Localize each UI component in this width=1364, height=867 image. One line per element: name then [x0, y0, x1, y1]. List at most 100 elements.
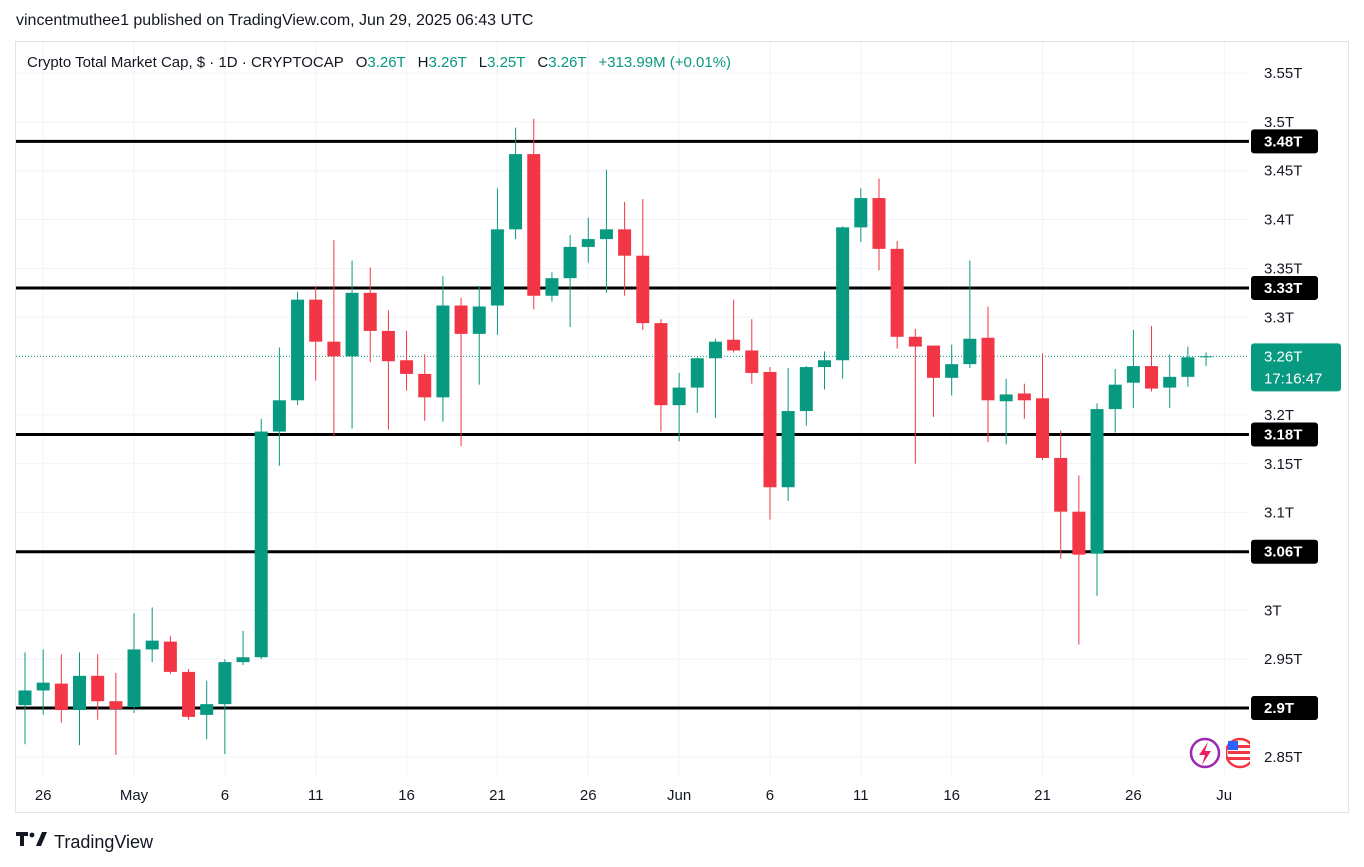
high-label: H	[417, 54, 429, 71]
lightning-icon[interactable]	[1189, 737, 1221, 769]
candle-body-down	[745, 350, 759, 373]
candle-body-down	[381, 330, 395, 362]
candle-body-down	[890, 248, 904, 337]
level-badge: 3.33T	[1251, 275, 1318, 300]
level-badge-bg	[1251, 422, 1318, 447]
candle-body-down	[182, 671, 196, 717]
current-price-badge-bg	[1251, 343, 1341, 392]
candle-body-down	[1145, 366, 1159, 389]
price-tick-label: 3.15T	[1264, 456, 1302, 473]
candle-body-down	[927, 345, 940, 378]
level-badge-bg	[1251, 275, 1318, 300]
candle-body-up	[472, 306, 486, 334]
price-tick-label: 3.2T	[1264, 407, 1294, 424]
level-badge-bg	[1251, 696, 1318, 721]
symbol-title: Crypto Total Market Cap, $ · 1D · CRYPTO…	[27, 54, 344, 71]
low-label: L	[478, 54, 488, 71]
price-axis: 2.85T 2.95T 3T 3.1T 3.15T 3.2T 3.3T 3.35T 3.4T 3.…	[1264, 65, 1302, 766]
candle-body-up	[799, 367, 813, 412]
time-tick-label: 21	[1034, 787, 1051, 804]
level-badge-label: 3.06T	[1264, 544, 1302, 561]
brand[interactable]: TradingView	[16, 830, 153, 854]
candle-body-down	[763, 371, 777, 488]
brand-name: TradingView	[54, 831, 154, 852]
candle-body-down	[363, 292, 377, 331]
candle-body-up	[563, 246, 577, 279]
candle-body-up	[1163, 376, 1177, 388]
candle-body-up	[1199, 356, 1213, 358]
candle-body-up	[945, 364, 959, 378]
candle-body-up	[1090, 409, 1104, 554]
price-tick-label: 2.85T	[1264, 749, 1302, 766]
time-tick-label: 21	[489, 787, 506, 804]
time-tick-label: 26	[35, 787, 52, 804]
low-value: 3.25T	[487, 54, 526, 71]
high-value: 3.26T	[428, 54, 467, 71]
time-tick-label: 16	[398, 787, 415, 804]
price-tick-label: 3.35T	[1264, 260, 1302, 277]
level-badge-label: 3.48T	[1264, 133, 1302, 150]
time-tick-label: Ju	[1216, 787, 1232, 804]
level-badge-bg	[1251, 539, 1318, 564]
candle-body-up	[545, 278, 559, 296]
close-value: 3.26T	[548, 54, 587, 71]
candle-body-up	[18, 690, 32, 706]
candle-body-down	[1036, 398, 1050, 458]
open-value: 3.26T	[367, 54, 406, 71]
candle-body-up	[836, 227, 850, 361]
candle-body-up	[145, 640, 159, 650]
time-tick-label: 11	[308, 787, 324, 804]
candle-body-up	[127, 649, 141, 708]
price-tick-label: 3.45T	[1264, 163, 1302, 180]
grid-lines	[16, 42, 1249, 776]
candle-body-down	[908, 336, 922, 347]
candle-body-down	[636, 255, 650, 324]
price-tick-label: 3.55T	[1264, 65, 1302, 82]
candle-body-up	[999, 394, 1013, 402]
ohlc-legend: Crypto Total Market Cap, $ · 1D · CRYPTO…	[27, 54, 731, 71]
level-badge: 3.06T	[1251, 539, 1318, 564]
level-badge-label: 3.18T	[1264, 426, 1302, 443]
candle-body-up	[509, 154, 523, 230]
candle-body-down	[981, 337, 995, 401]
close-label: C	[537, 54, 549, 71]
candle-body-down	[109, 701, 123, 710]
us-flag-icon[interactable]	[1226, 737, 1254, 769]
level-badge-label: 2.9T	[1264, 700, 1294, 717]
level-badge-label: 3.33T	[1264, 280, 1302, 297]
current-price-label: 3.26T	[1264, 348, 1302, 365]
time-tick-label: 6	[766, 787, 774, 804]
change-value: +313.99M (+0.01%)	[598, 54, 732, 71]
time-tick-label: 26	[1125, 787, 1142, 804]
candle-body-down	[327, 341, 341, 357]
candle-body-up	[272, 400, 286, 432]
candle-body-up	[1108, 384, 1122, 410]
time-tick-label: 6	[221, 787, 229, 804]
price-tick-label: 3.1T	[1264, 505, 1294, 522]
candle-body-down	[1017, 393, 1031, 401]
candle-body-down	[1072, 511, 1086, 555]
candle-body-down	[418, 373, 432, 398]
candle-body-down	[54, 683, 68, 711]
price-tick-label: 3T	[1264, 602, 1282, 619]
candle-body-up	[599, 229, 613, 240]
candle-body-up	[200, 704, 214, 715]
time-axis: 26 May 6 11 16 21 26 Jun 6 11 16 21 26 Ju	[35, 787, 1232, 804]
candle-body-up	[1126, 366, 1140, 383]
candle-body-up	[781, 411, 795, 488]
candle-body-up	[490, 229, 504, 306]
candle-body-up	[690, 358, 704, 388]
candle-body-down	[163, 641, 177, 672]
candle-body-down	[91, 675, 105, 702]
candle-body-up	[236, 657, 250, 663]
price-tick-label: 3.3T	[1264, 309, 1294, 326]
candle-body-down	[727, 339, 741, 351]
candle-body-down	[527, 154, 541, 296]
level-badge: 3.18T	[1251, 422, 1318, 447]
candle-body-up	[73, 675, 87, 711]
candle-body-down	[1054, 457, 1068, 512]
price-badges: 3.48T 3.33T 3.18T 3.06T 2.9T 3.26T 17:16:47	[1251, 129, 1341, 721]
candle-body-up	[218, 662, 232, 705]
candle-body-up	[581, 239, 595, 247]
